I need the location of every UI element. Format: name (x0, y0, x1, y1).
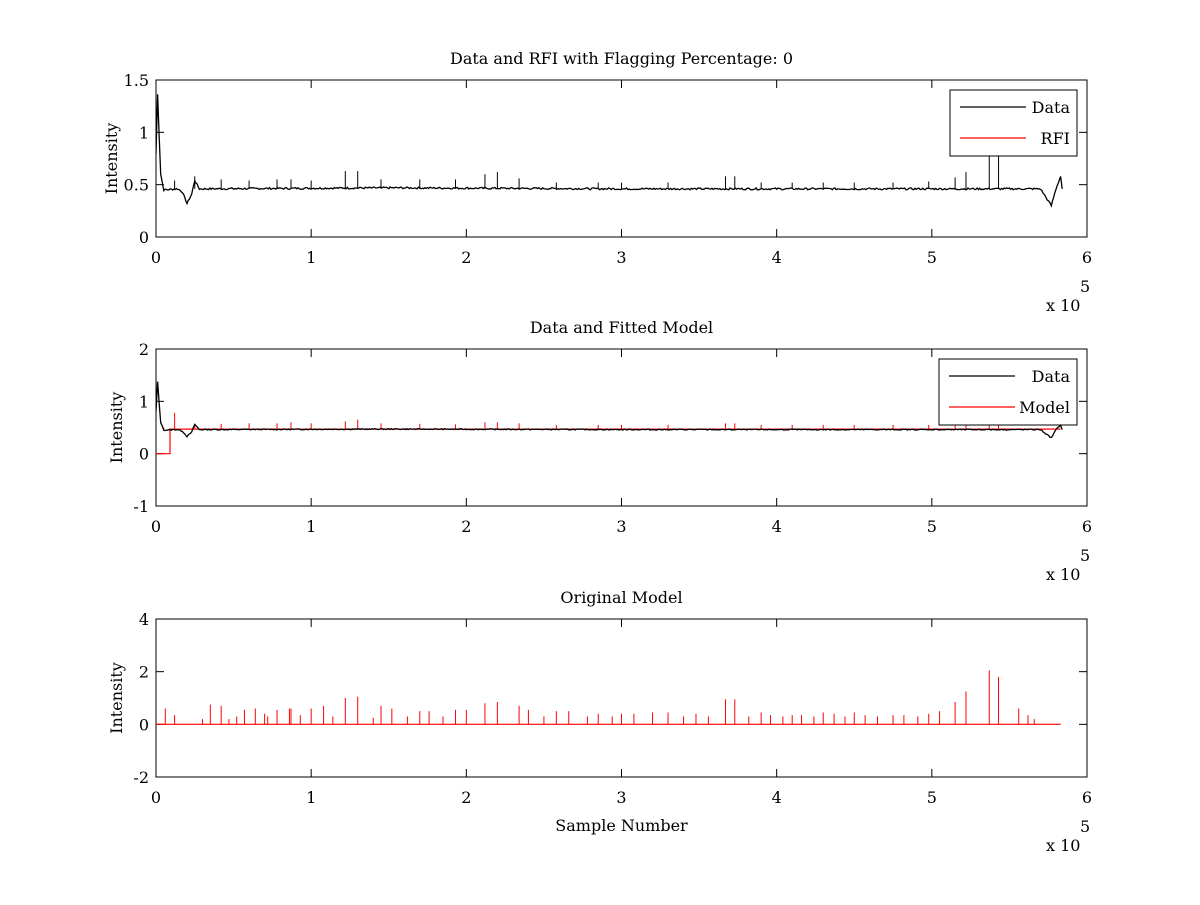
y-tick-label: 1.5 (124, 71, 149, 90)
legend-label: RFI (1041, 129, 1070, 148)
plot-area (156, 94, 1063, 208)
y-tick-label: 4 (139, 610, 149, 629)
legend-label: Model (1019, 398, 1070, 417)
x-exponent-power: 5 (1080, 546, 1090, 565)
x-tick-label: 0 (151, 517, 161, 536)
x-tick-label: 2 (461, 248, 471, 267)
x-exponent-label: x 10 (1046, 836, 1080, 855)
chart-title: Data and RFI with Flagging Percentage: 0 (450, 49, 793, 68)
data-series-line (156, 381, 1063, 439)
legend-label: Data (1032, 98, 1071, 117)
x-exponent-label: x 10 (1046, 296, 1080, 315)
x-tick-label: 1 (306, 517, 316, 536)
axes-box (155, 79, 1088, 238)
x-tick-label: 3 (616, 248, 626, 267)
x-tick-label: 1 (306, 248, 316, 267)
x-tick-label: 5 (927, 517, 937, 536)
y-axis-label: Intensity (107, 662, 126, 734)
x-tick-label: 4 (772, 788, 782, 807)
y-tick-label: 0.5 (124, 176, 149, 195)
x-tick-label: 3 (616, 788, 626, 807)
x-tick-label: 1 (306, 788, 316, 807)
y-tick-label: 2 (139, 663, 149, 682)
y-tick-label: 0 (139, 715, 149, 734)
legend: Data Model (938, 358, 1078, 426)
subplot-1: Data and RFI with Flagging Percentage: 0… (102, 49, 1092, 315)
y-axis-label: Intensity (102, 123, 121, 195)
x-tick-label: 6 (1082, 517, 1092, 536)
x-tick-label: 5 (927, 788, 937, 807)
y-tick-label: -1 (133, 497, 149, 516)
x-exponent-label: x 10 (1046, 565, 1080, 584)
y-axis-label: Intensity (107, 392, 126, 464)
legend-label: Data (1032, 367, 1071, 386)
x-exponent-power: 5 (1080, 817, 1090, 836)
x-tick-label: 2 (461, 788, 471, 807)
y-tick-label: 2 (139, 340, 149, 359)
axes-box (155, 618, 1088, 778)
data-series-line (156, 94, 1063, 208)
y-tick-label: 1 (139, 123, 149, 142)
x-tick-label: 6 (1082, 248, 1092, 267)
x-tick-label: 2 (461, 517, 471, 536)
legend-box (938, 358, 1078, 426)
y-tick-label: 0 (139, 228, 149, 247)
y-tick-label: 0 (139, 445, 149, 464)
legend: Data RFI (949, 89, 1078, 157)
legend-box (949, 89, 1078, 157)
x-tick-label: 3 (616, 517, 626, 536)
x-tick-label: 6 (1082, 788, 1092, 807)
x-tick-label: 4 (772, 248, 782, 267)
y-tick-label: -2 (133, 768, 149, 787)
chart-title: Data and Fitted Model (530, 318, 713, 337)
x-tick-label: 0 (151, 248, 161, 267)
y-tick-label: 1 (139, 392, 149, 411)
x-axis-label: Sample Number (555, 816, 688, 835)
x-tick-label: 0 (151, 788, 161, 807)
x-exponent-power: 5 (1080, 277, 1090, 296)
chart-title: Original Model (560, 588, 682, 607)
plot-area (156, 670, 1061, 725)
x-tick-label: 4 (772, 517, 782, 536)
x-tick-label: 5 (927, 248, 937, 267)
